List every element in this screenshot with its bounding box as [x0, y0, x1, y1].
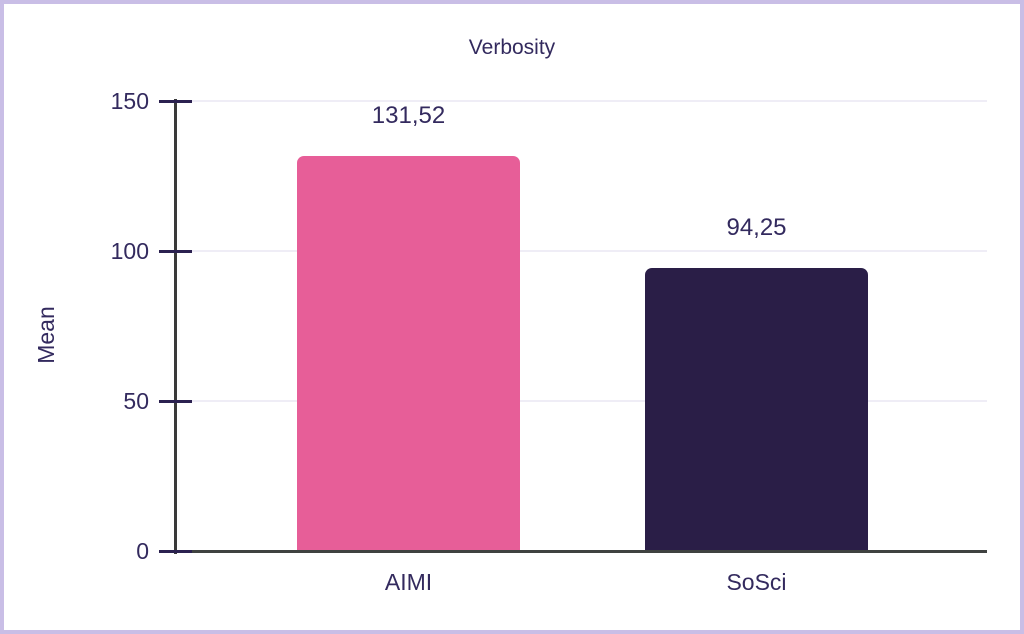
x-label-sosci: SoSci: [726, 569, 787, 595]
bar-sosci: [645, 268, 868, 551]
gridline-150: [175, 100, 987, 102]
y-tick-label-150: 150: [110, 88, 149, 114]
y-tick-50: [159, 399, 192, 403]
value-label-sosci: 94,25: [726, 214, 787, 242]
y-tick-100: [159, 249, 192, 253]
y-axis-title: Mean: [33, 306, 59, 364]
bar-aimi: [297, 156, 520, 551]
y-tick-150: [159, 99, 192, 103]
x-label-aimi: AIMI: [384, 569, 433, 595]
x-axis-line: [174, 550, 987, 553]
value-label-aimi: 131,52: [371, 102, 446, 130]
gridline-100: [175, 250, 987, 252]
y-tick-label-100: 100: [110, 238, 149, 264]
y-tick-label-50: 50: [123, 388, 149, 414]
y-axis-line: [174, 99, 177, 554]
chart-title: Verbosity: [468, 36, 556, 59]
y-tick-0: [159, 549, 192, 553]
gridline-50: [175, 400, 987, 402]
y-tick-label-0: 0: [136, 538, 149, 564]
